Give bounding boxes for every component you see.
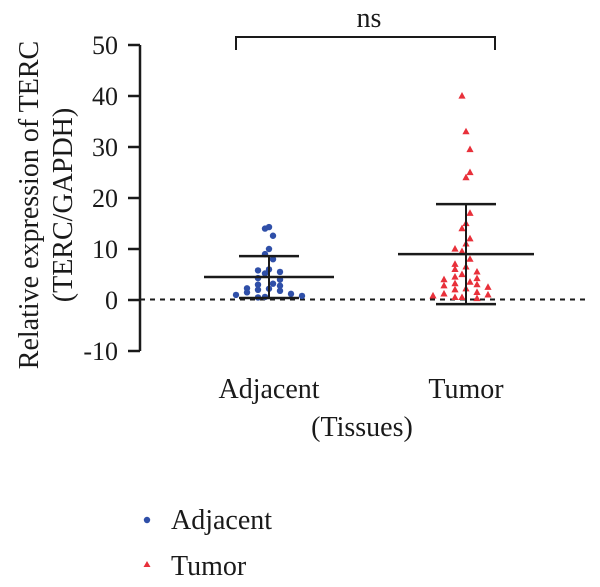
data-point-tumor [462,173,470,181]
data-point-adjacent [261,225,269,232]
legend-marker-adjacent [143,516,151,524]
category-label-adjacent: Adjacent [218,374,319,405]
y-axis-title-line2: (TERC/GAPDH) [48,108,79,302]
data-point-adjacent [254,281,262,288]
data-point-tumor [458,270,466,278]
data-point-tumor [451,245,459,252]
data-point-adjacent [232,291,240,299]
data-point-tumor [451,273,459,280]
data-point-tumor [440,275,448,283]
y-tick-label: 0 [105,286,118,315]
y-tick-label: 20 [92,184,118,213]
mean-sd-bars [204,202,534,306]
y-axis-ticks: -10 0 10 20 30 40 50 [83,31,140,366]
legend: Adjacent Tumor [143,505,272,582]
data-point-adjacent [276,287,284,295]
data-point-adjacent [254,286,262,293]
data-point-adjacent [269,232,277,239]
y-tick-label: 40 [92,82,118,111]
data-point-tumor [451,293,459,301]
data-point-adjacent [287,290,295,298]
category-label-tumor: Tumor [428,374,504,405]
significance-bracket: ns [235,3,496,50]
y-tick-label: 10 [92,235,118,264]
y-tick-label: 50 [92,31,118,60]
data-point-tumor [451,279,459,287]
data-point-adjacent [261,270,269,277]
x-axis-categories: Adjacent Tumor [218,374,504,405]
data-point-tumor [466,145,474,153]
data-points [232,92,492,302]
legend-label-adjacent: Adjacent [171,505,272,536]
data-point-tumor [458,293,466,301]
y-axis-title: Relative expression of TERC (TERC/GAPDH) [14,41,79,369]
data-point-adjacent [269,280,277,287]
data-point-tumor [429,291,437,299]
significance-label: ns [357,3,382,34]
data-point-adjacent [254,267,262,274]
data-point-tumor [473,274,481,282]
data-point-tumor [473,288,481,295]
legend-label-tumor: Tumor [171,551,247,582]
y-tick-label: 30 [92,133,118,162]
data-point-adjacent [298,292,306,300]
data-point-tumor [484,290,492,298]
data-point-tumor [440,281,448,289]
data-point-tumor [473,280,481,288]
data-point-tumor [466,234,474,242]
data-point-adjacent [269,256,277,263]
data-point-tumor [458,247,466,255]
data-point-tumor [466,278,474,285]
data-point-tumor [458,224,466,232]
data-point-tumor [451,260,459,267]
data-point-adjacent [276,282,284,289]
y-tick-label: -10 [83,337,118,366]
data-point-adjacent [243,289,251,296]
data-point-tumor [466,255,474,262]
data-point-adjacent [265,245,273,253]
data-point-tumor [462,127,470,135]
data-point-tumor [473,294,481,302]
x-axis-title: (Tissues) [311,412,413,443]
data-point-tumor [466,168,474,176]
data-point-tumor [440,289,448,297]
y-axis-title-line1: Relative expression of TERC [14,41,45,369]
data-point-tumor [473,267,481,275]
legend-marker-tumor [143,561,151,567]
data-point-tumor [466,209,474,216]
data-point-tumor [451,265,459,272]
data-point-tumor [458,92,466,99]
data-point-adjacent [276,268,284,276]
data-point-tumor [484,283,492,290]
data-point-tumor [451,285,459,293]
